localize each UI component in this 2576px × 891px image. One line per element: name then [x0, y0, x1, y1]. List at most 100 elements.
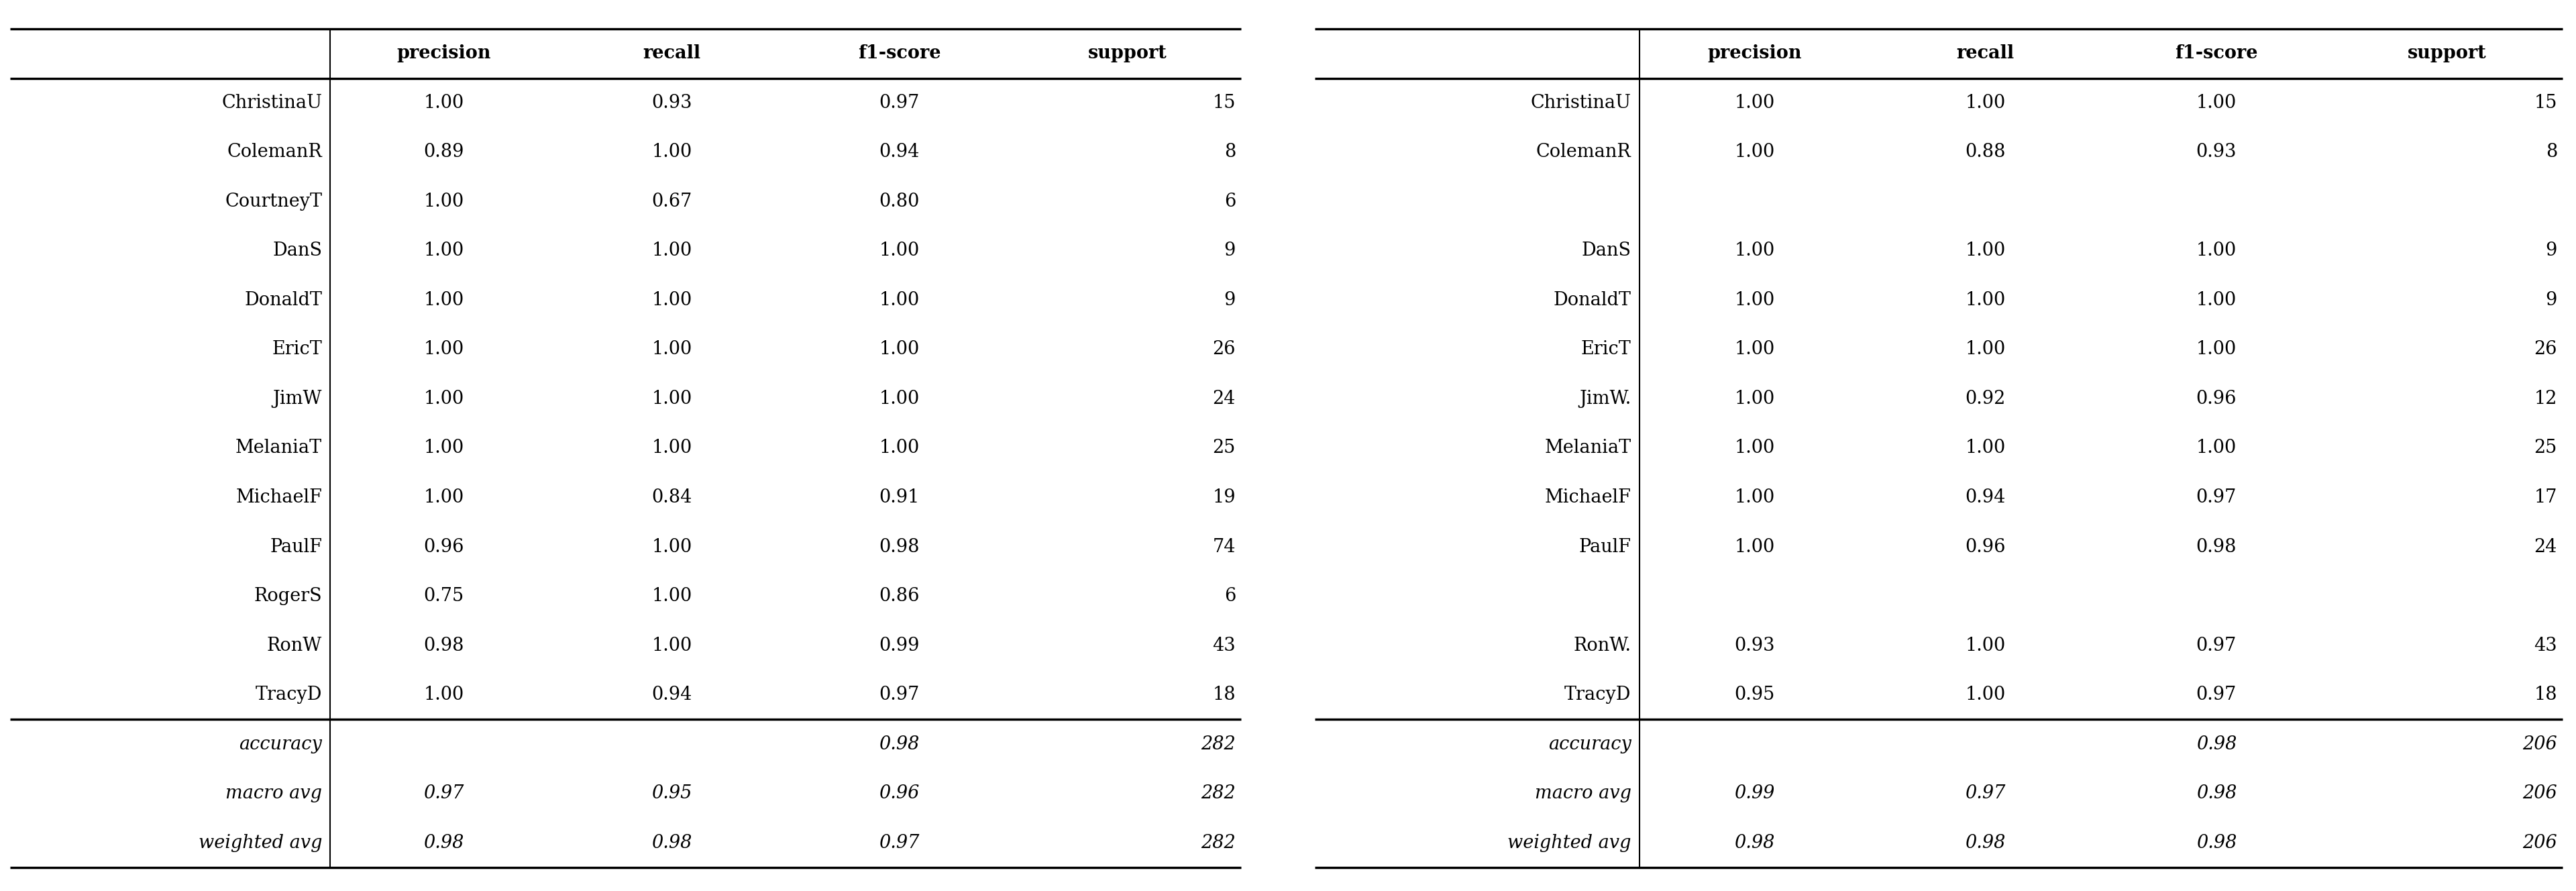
Text: 1.00: 1.00 — [2197, 241, 2236, 260]
Text: TracyD: TracyD — [1564, 686, 1631, 704]
Text: 1.00: 1.00 — [425, 439, 464, 457]
Text: 0.97: 0.97 — [878, 94, 920, 112]
Text: f1-score: f1-score — [2174, 45, 2257, 62]
Text: 74: 74 — [1213, 538, 1236, 556]
Text: RonW: RonW — [268, 636, 322, 655]
Text: support: support — [1087, 45, 1167, 62]
Text: 206: 206 — [2522, 735, 2558, 753]
Text: EricT: EricT — [1582, 340, 1631, 358]
Text: 0.99: 0.99 — [878, 636, 920, 655]
Text: RogerS: RogerS — [255, 587, 322, 605]
Text: 1.00: 1.00 — [878, 439, 920, 457]
Text: JimW: JimW — [273, 389, 322, 408]
Text: 1.00: 1.00 — [1965, 241, 2007, 260]
Text: 0.93: 0.93 — [652, 94, 693, 112]
Text: 25: 25 — [1213, 439, 1236, 457]
Text: 0.97: 0.97 — [1965, 784, 2007, 803]
Text: 0.67: 0.67 — [652, 192, 693, 210]
Text: 1.00: 1.00 — [425, 291, 464, 309]
Text: 1.00: 1.00 — [425, 241, 464, 260]
Text: DonaldT: DonaldT — [245, 291, 322, 309]
Text: 1.00: 1.00 — [1734, 439, 1775, 457]
Text: 1.00: 1.00 — [878, 241, 920, 260]
Text: weighted avg: weighted avg — [1507, 834, 1631, 852]
Text: RonW.: RonW. — [1574, 636, 1631, 655]
Text: DanS: DanS — [273, 241, 322, 260]
Text: recall: recall — [644, 45, 701, 62]
Text: 1.00: 1.00 — [652, 291, 693, 309]
Text: 18: 18 — [2535, 686, 2558, 704]
Text: 6: 6 — [1224, 192, 1236, 210]
Text: 0.97: 0.97 — [2197, 686, 2236, 704]
Text: f1-score: f1-score — [858, 45, 940, 62]
Text: macro avg: macro avg — [1535, 784, 1631, 803]
Text: 25: 25 — [2535, 439, 2558, 457]
Text: 282: 282 — [1200, 784, 1236, 803]
Text: TracyD: TracyD — [255, 686, 322, 704]
Text: 9: 9 — [1224, 291, 1236, 309]
Text: 206: 206 — [2522, 834, 2558, 852]
Text: 1.00: 1.00 — [1734, 241, 1775, 260]
Text: PaulF: PaulF — [270, 538, 322, 556]
Text: 0.97: 0.97 — [422, 784, 464, 803]
Text: 0.98: 0.98 — [878, 735, 920, 753]
Text: 0.96: 0.96 — [1965, 538, 2007, 556]
Text: 1.00: 1.00 — [1734, 291, 1775, 309]
Text: 1.00: 1.00 — [652, 143, 693, 161]
Text: precision: precision — [397, 45, 492, 62]
Text: 0.98: 0.98 — [2195, 538, 2236, 556]
Text: 18: 18 — [1213, 686, 1236, 704]
Text: 12: 12 — [2535, 389, 2558, 408]
Text: 1.00: 1.00 — [652, 241, 693, 260]
Text: 17: 17 — [2535, 488, 2558, 507]
Text: 0.98: 0.98 — [878, 538, 920, 556]
Text: 1.00: 1.00 — [2197, 439, 2236, 457]
Text: 0.89: 0.89 — [422, 143, 464, 161]
Text: 1.00: 1.00 — [878, 340, 920, 358]
Text: ColemanR: ColemanR — [227, 143, 322, 161]
Text: 1.00: 1.00 — [425, 192, 464, 210]
Text: 0.97: 0.97 — [878, 686, 920, 704]
Text: 9: 9 — [2545, 291, 2558, 309]
Text: 6: 6 — [1224, 587, 1236, 605]
Text: JimW.: JimW. — [1579, 389, 1631, 408]
Text: 9: 9 — [1224, 241, 1236, 260]
Text: MichaelF: MichaelF — [1546, 488, 1631, 507]
Text: 1.00: 1.00 — [1965, 340, 2007, 358]
Text: 24: 24 — [1213, 389, 1236, 408]
Text: 8: 8 — [2545, 143, 2558, 161]
Text: PaulF: PaulF — [1579, 538, 1631, 556]
Text: precision: precision — [1708, 45, 1801, 62]
Text: 15: 15 — [1213, 94, 1236, 112]
Text: CourtneyT: CourtneyT — [224, 192, 322, 210]
Text: 1.00: 1.00 — [1734, 389, 1775, 408]
Text: 0.97: 0.97 — [878, 834, 920, 852]
Text: ColemanR: ColemanR — [1535, 143, 1631, 161]
Text: 19: 19 — [1213, 488, 1236, 507]
Text: 0.98: 0.98 — [1734, 834, 1775, 852]
Text: 206: 206 — [2522, 784, 2558, 803]
Text: 0.94: 0.94 — [878, 143, 920, 161]
Text: 1.00: 1.00 — [878, 291, 920, 309]
Text: 0.98: 0.98 — [2197, 735, 2236, 753]
Text: MelaniaT: MelaniaT — [234, 439, 322, 457]
Text: 0.96: 0.96 — [2195, 389, 2236, 408]
Text: 1.00: 1.00 — [2197, 291, 2236, 309]
Text: 26: 26 — [1213, 340, 1236, 358]
Text: 43: 43 — [1213, 636, 1236, 655]
Text: 1.00: 1.00 — [425, 94, 464, 112]
Text: 0.92: 0.92 — [1965, 389, 2007, 408]
Text: 1.00: 1.00 — [652, 587, 693, 605]
Text: 1.00: 1.00 — [652, 340, 693, 358]
Text: 0.98: 0.98 — [1965, 834, 2007, 852]
Text: 1.00: 1.00 — [425, 686, 464, 704]
Text: macro avg: macro avg — [227, 784, 322, 803]
Text: EricT: EricT — [273, 340, 322, 358]
Text: 0.98: 0.98 — [2197, 834, 2236, 852]
Text: 0.98: 0.98 — [2197, 784, 2236, 803]
Text: DonaldT: DonaldT — [1553, 291, 1631, 309]
Text: 1.00: 1.00 — [2197, 94, 2236, 112]
Text: 1.00: 1.00 — [1734, 538, 1775, 556]
Text: 0.95: 0.95 — [1734, 686, 1775, 704]
Text: 1.00: 1.00 — [425, 488, 464, 507]
